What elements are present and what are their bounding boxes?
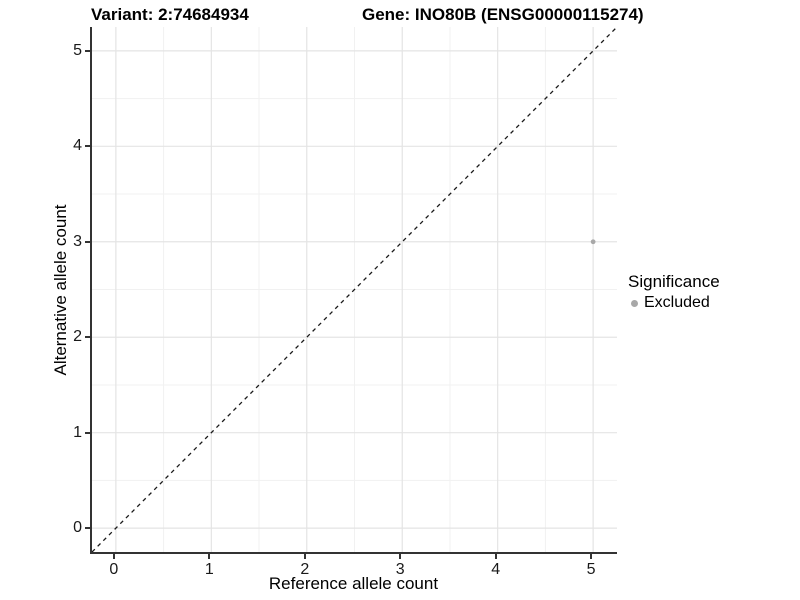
x-tick-mark [303, 554, 306, 559]
y-axis-title: Alternative allele count [51, 204, 70, 376]
panel-canvas [92, 27, 617, 552]
legend-key-dot-icon [631, 299, 638, 307]
legend: Significance Excluded [628, 272, 720, 312]
x-tick-label: 5 [586, 561, 596, 578]
plot-title-gene: Gene: INO80B (ENSG00000115274) [362, 5, 644, 24]
x-axis-title: Reference allele count [268, 574, 439, 593]
y-tick-label: 2 [73, 328, 82, 346]
x-tick-label: 4 [491, 561, 501, 578]
x-tick-label: 3 [395, 561, 405, 578]
y-tick-mark [85, 431, 90, 434]
y-tick-label: 0 [73, 519, 82, 537]
y-tick-mark [85, 49, 90, 52]
y-tick-mark [85, 336, 90, 339]
plot-title-variant: Variant: 2:74684934 [91, 5, 249, 24]
y-tick-label: 1 [73, 423, 82, 441]
y-tick-mark [85, 145, 90, 148]
x-tick-label: 0 [109, 561, 119, 578]
x-tick-mark [112, 554, 115, 559]
legend-item-label: Excluded [644, 294, 710, 311]
plot-panel [90, 27, 617, 554]
x-tick-label: 2 [300, 561, 310, 578]
y-tick-label: 4 [73, 137, 82, 155]
legend-item-excluded: Excluded [628, 294, 720, 312]
legend-title: Significance [628, 272, 720, 291]
identity-dashed-line [92, 27, 617, 552]
y-tick-label: 3 [73, 232, 82, 250]
y-tick-label: 5 [73, 41, 82, 59]
x-tick-mark [494, 554, 497, 559]
x-tick-mark [399, 554, 402, 559]
data-point [590, 239, 596, 245]
x-tick-mark [590, 554, 593, 559]
y-tick-mark [85, 527, 90, 530]
y-tick-mark [85, 240, 90, 243]
x-tick-mark [208, 554, 211, 559]
x-tick-label: 1 [204, 561, 214, 578]
